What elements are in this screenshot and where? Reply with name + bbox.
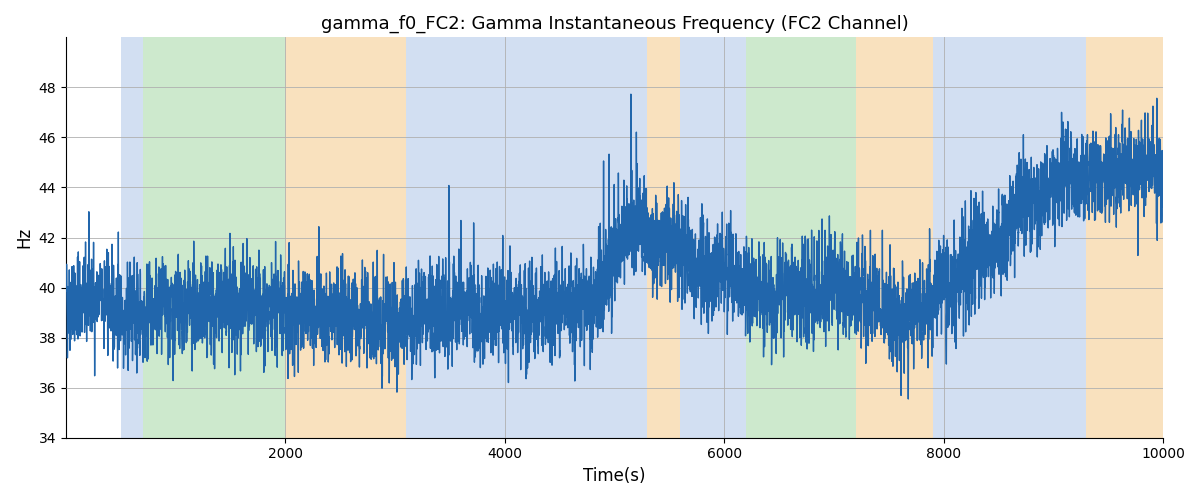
- Bar: [1086, 38, 1163, 438]
- Y-axis label: Hz: Hz: [16, 227, 34, 248]
- Bar: [680, 38, 746, 438]
- Bar: [932, 38, 1086, 438]
- Bar: [143, 38, 286, 438]
- Bar: [286, 38, 406, 438]
- Bar: [406, 38, 647, 438]
- Bar: [856, 38, 932, 438]
- Title: gamma_f0_FC2: Gamma Instantaneous Frequency (FC2 Channel): gamma_f0_FC2: Gamma Instantaneous Freque…: [320, 15, 908, 34]
- Bar: [647, 38, 680, 438]
- X-axis label: Time(s): Time(s): [583, 467, 646, 485]
- Bar: [121, 38, 143, 438]
- Bar: [746, 38, 856, 438]
